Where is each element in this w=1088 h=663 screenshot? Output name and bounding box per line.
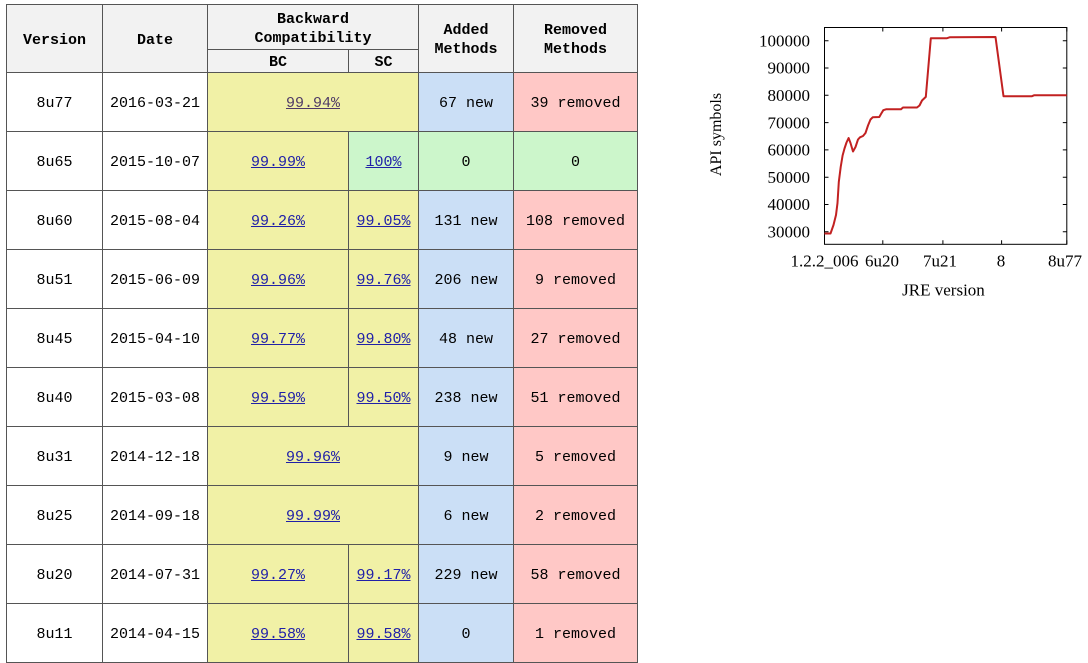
svg-text:40000: 40000 xyxy=(768,195,811,214)
svg-text:API symbols: API symbols xyxy=(708,93,725,176)
svg-text:30000: 30000 xyxy=(768,223,811,242)
svg-text:8: 8 xyxy=(997,252,1006,271)
svg-text:60000: 60000 xyxy=(768,141,811,160)
svg-text:70000: 70000 xyxy=(768,113,811,132)
svg-text:1.2.2_006: 1.2.2_006 xyxy=(791,252,859,271)
svg-text:80000: 80000 xyxy=(768,86,811,105)
svg-text:7u21: 7u21 xyxy=(923,252,957,271)
svg-text:90000: 90000 xyxy=(768,59,811,78)
svg-text:50000: 50000 xyxy=(768,168,811,187)
svg-text:JRE version: JRE version xyxy=(902,281,985,300)
svg-text:100000: 100000 xyxy=(759,31,810,50)
svg-text:8u77: 8u77 xyxy=(1048,252,1083,271)
svg-text:6u20: 6u20 xyxy=(865,252,899,271)
